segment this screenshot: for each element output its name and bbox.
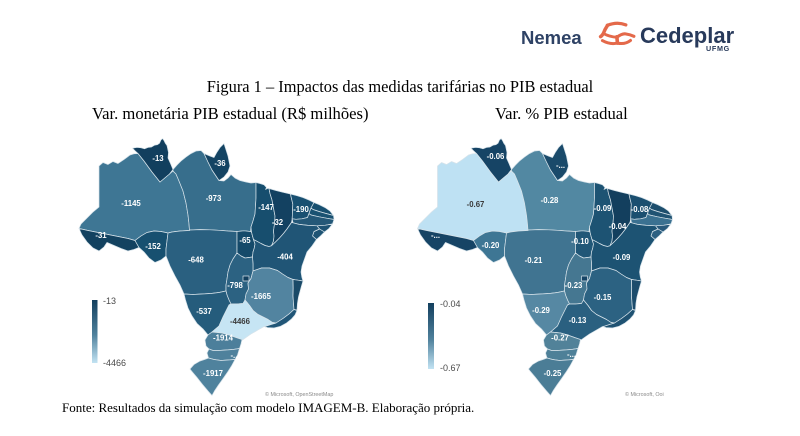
svg-text:-0.09: -0.09	[594, 204, 612, 213]
svg-text:-36: -36	[214, 159, 226, 168]
svg-text:-0.67: -0.67	[467, 200, 485, 209]
svg-text:-0.28: -0.28	[541, 196, 559, 205]
svg-text:-65: -65	[239, 236, 251, 245]
svg-text:-...: -...	[567, 350, 576, 359]
svg-text:-...: -...	[556, 161, 565, 170]
svg-text:-0.20: -0.20	[482, 241, 500, 250]
svg-text:-0.09: -0.09	[613, 253, 631, 262]
svg-text:-152: -152	[145, 242, 161, 251]
svg-text:-0.06: -0.06	[487, 152, 505, 161]
svg-text:-190: -190	[293, 205, 309, 214]
svg-text:-0.13: -0.13	[569, 316, 587, 325]
svg-text:-1665: -1665	[251, 292, 272, 301]
svg-text:-0.08: -0.08	[631, 205, 649, 214]
svg-text:-32: -32	[272, 218, 284, 227]
svg-text:-4466: -4466	[103, 358, 126, 368]
svg-text:-798: -798	[227, 281, 243, 290]
svg-text:-404: -404	[277, 253, 293, 262]
svg-text:-973: -973	[206, 194, 222, 203]
svg-text:-0.10: -0.10	[571, 237, 589, 246]
svg-text:-537: -537	[196, 307, 212, 316]
svg-text:© Microsoft, Ooi: © Microsoft, Ooi	[625, 391, 664, 398]
svg-text:-31: -31	[95, 231, 107, 240]
svg-text:-0.23: -0.23	[565, 281, 583, 290]
svg-text:-0.67: -0.67	[440, 363, 461, 373]
svg-text:-0.29: -0.29	[532, 306, 550, 315]
svg-text:-1145: -1145	[121, 199, 141, 208]
svg-text:-0.27: -0.27	[551, 334, 569, 343]
svg-text:-0.04: -0.04	[440, 299, 461, 309]
svg-text:-0.15: -0.15	[594, 293, 612, 302]
svg-text:-4466: -4466	[230, 317, 251, 326]
svg-text:-13: -13	[103, 296, 116, 306]
svg-text:-...: -...	[431, 231, 440, 240]
svg-text:-0.25: -0.25	[544, 369, 562, 378]
svg-text:-648: -648	[188, 256, 204, 265]
svg-text:-147: -147	[258, 203, 274, 212]
svg-text:-...: -...	[230, 351, 239, 360]
svg-text:© Microsoft, OpenStreetMap: © Microsoft, OpenStreetMap	[265, 391, 333, 398]
svg-text:-0.21: -0.21	[525, 256, 543, 265]
svg-text:-13: -13	[152, 154, 164, 163]
svg-text:-1917: -1917	[203, 369, 223, 378]
svg-text:-0.04: -0.04	[609, 222, 627, 231]
svg-text:-1914: -1914	[213, 334, 234, 343]
